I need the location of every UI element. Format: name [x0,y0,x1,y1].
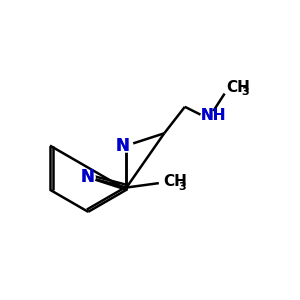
Text: 3: 3 [242,87,249,98]
Text: 3: 3 [178,182,186,192]
Text: N: N [80,169,94,187]
Text: N: N [116,136,130,154]
Text: CH: CH [226,80,250,94]
Text: N: N [116,136,130,154]
Text: NH: NH [201,107,226,122]
Circle shape [200,110,217,127]
Text: CH: CH [163,174,187,189]
Circle shape [82,171,95,184]
Circle shape [120,139,133,152]
Text: NH: NH [201,107,226,122]
Text: N: N [80,169,94,187]
